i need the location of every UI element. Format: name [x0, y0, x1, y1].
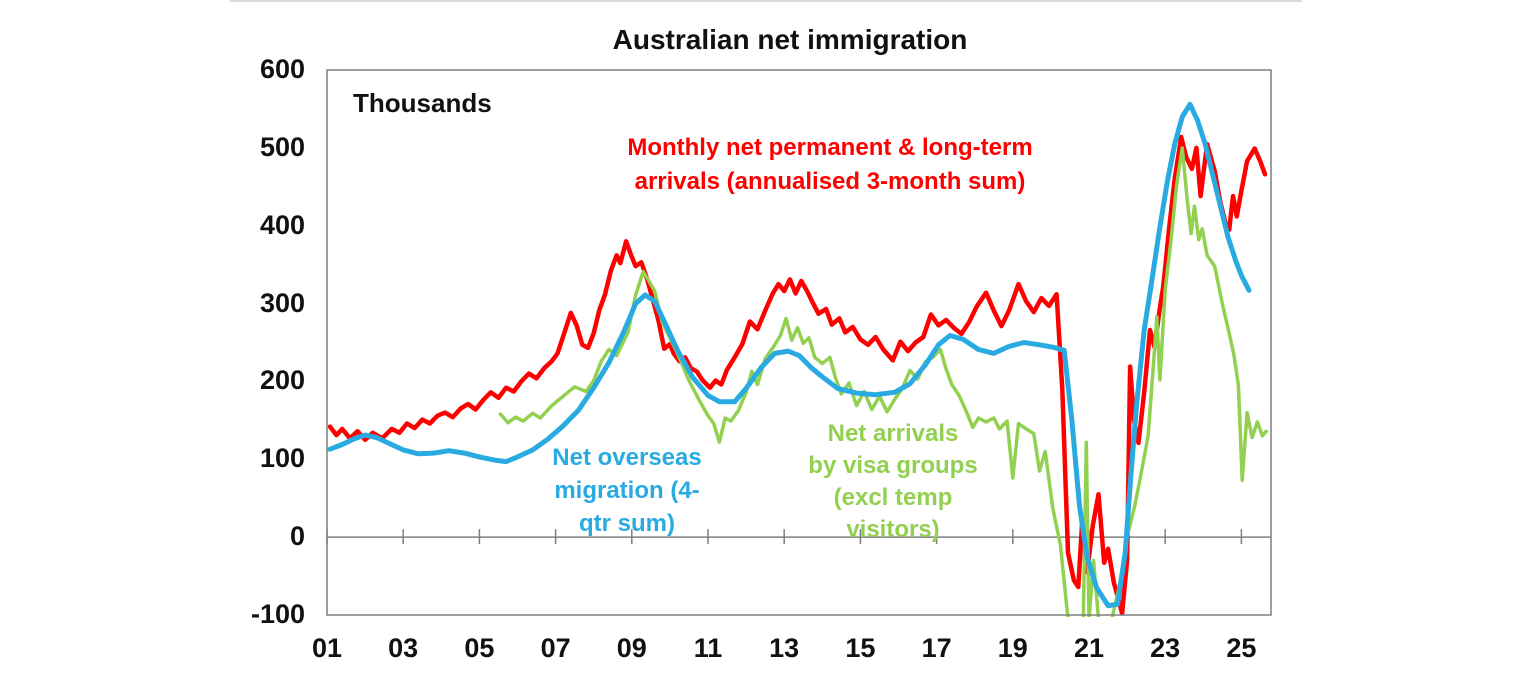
red-series-line — [327, 134, 1268, 616]
y-axis-tick-label: 400 — [259, 209, 305, 240]
panel-top-border — [230, 0, 1302, 2]
x-axis-tick-label: 19 — [997, 633, 1028, 663]
blue-series-line — [327, 101, 1252, 609]
y-axis-tick-label: 0 — [289, 521, 305, 552]
series-label-green-line4: visitors) — [846, 516, 940, 543]
x-axis-tick-label: 11 — [693, 633, 723, 663]
x-axis-tick-label: 17 — [921, 633, 952, 663]
series-label-green-line1: Net arrivals — [827, 420, 959, 447]
x-axis-tick-label: 07 — [540, 633, 571, 663]
series-label-red-line1: Monthly net permanent & long-term — [627, 134, 1033, 161]
y-axis-units-label: Thousands — [353, 88, 492, 118]
green-series-line — [498, 146, 1268, 617]
y-axis-tick-label: 200 — [259, 365, 305, 396]
series-label-blue-line1: Net overseas — [552, 444, 702, 471]
x-axis-tick-label: 13 — [769, 633, 800, 663]
x-axis-tick-label: 03 — [388, 633, 419, 663]
series-label-blue: Net overseas migration (4- qtr sum) — [477, 441, 777, 540]
y-axis-tick-label: -100 — [250, 598, 305, 629]
x-axis-tick-label: 05 — [464, 633, 495, 663]
x-axis-tick-label: 09 — [616, 633, 647, 663]
series-label-green-line2: by visa groups — [808, 452, 978, 479]
x-axis-tick-label: 25 — [1226, 633, 1257, 663]
series-label-blue-line2: migration (4- — [554, 477, 700, 504]
x-axis-tick-label: 01 — [311, 633, 343, 663]
x-axis-tick-label: 21 — [1073, 633, 1105, 663]
series-label-red-line2: arrivals (annualised 3-month sum) — [634, 168, 1026, 195]
series-label-red: Monthly net permanent & long-term arriva… — [570, 131, 1090, 199]
series-label-green: Net arrivals by visa groups (excl temp v… — [733, 418, 1053, 546]
plot-border — [326, 69, 1272, 616]
y-axis-tick-label: 300 — [259, 287, 305, 318]
y-axis-tick-label: 500 — [259, 131, 305, 162]
series-label-green-line3: (excl temp — [833, 484, 953, 511]
x-axis-tick-label: 23 — [1150, 633, 1181, 663]
y-axis-tick-label: 600 — [259, 53, 305, 84]
series-label-blue-line3: qtr sum) — [579, 510, 675, 537]
y-axis-tick-label: 100 — [259, 443, 305, 474]
chart-title: Australian net immigration — [612, 24, 968, 55]
x-axis-tick-label: 15 — [845, 633, 876, 663]
